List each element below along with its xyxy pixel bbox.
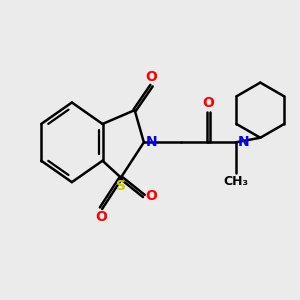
Text: O: O: [146, 70, 158, 84]
Text: S: S: [116, 179, 126, 193]
Text: CH₃: CH₃: [223, 175, 248, 188]
Text: N: N: [146, 135, 157, 149]
Text: O: O: [146, 189, 157, 203]
Text: N: N: [237, 135, 249, 149]
Text: O: O: [95, 210, 107, 224]
Text: O: O: [202, 96, 214, 110]
